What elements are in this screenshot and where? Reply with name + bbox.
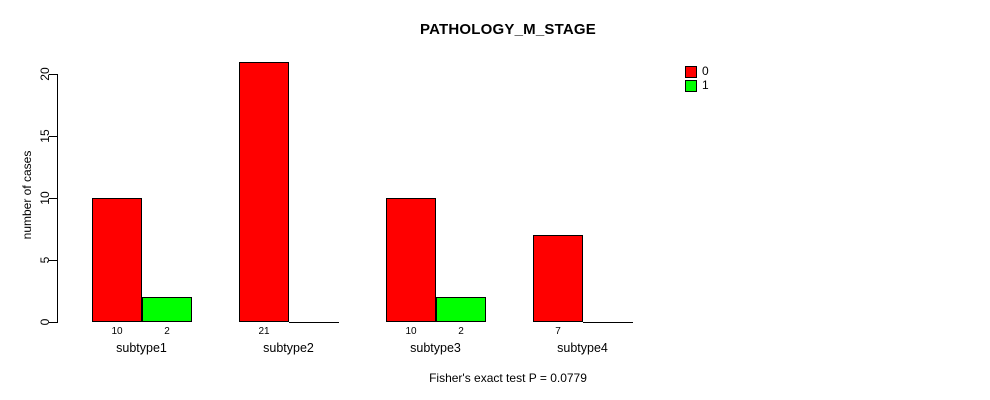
bar-0-subtype1 <box>92 198 142 322</box>
bar-value-label: 2 <box>164 326 170 337</box>
y-tick-label: 0 <box>38 318 52 326</box>
bar-0-subtype4 <box>533 235 583 322</box>
bar-1-subtype1 <box>142 297 192 322</box>
bar-value-label: 10 <box>405 326 417 337</box>
x-category-label-subtype2: subtype2 <box>263 341 314 355</box>
legend-swatch-1 <box>685 80 697 92</box>
zero-bar-1-subtype4 <box>583 322 633 323</box>
y-tick-label: 10 <box>38 191 52 205</box>
bar-value-label: 7 <box>555 326 561 337</box>
bar-1-subtype3 <box>436 297 486 322</box>
bar-0-subtype3 <box>386 198 436 322</box>
y-tick-mark <box>49 322 57 323</box>
legend-label-1: 1 <box>702 78 709 92</box>
annotation-fisher-test: Fisher's exact test P = 0.0779 <box>429 371 587 385</box>
y-tick-mark <box>49 260 57 261</box>
y-tick-label: 15 <box>38 129 52 143</box>
y-tick-mark <box>49 136 57 137</box>
x-category-label-subtype3: subtype3 <box>410 341 461 355</box>
bar-value-label: 10 <box>111 326 123 337</box>
x-category-label-subtype4: subtype4 <box>557 341 608 355</box>
legend-label-0: 0 <box>702 64 709 78</box>
y-tick-mark <box>49 74 57 75</box>
legend-swatch-0 <box>685 66 697 78</box>
y-tick-label: 20 <box>38 67 52 81</box>
y-tick-mark <box>49 198 57 199</box>
chart-title: PATHOLOGY_M_STAGE <box>420 21 596 38</box>
zero-bar-1-subtype2 <box>289 322 339 323</box>
bar-value-label: 21 <box>258 326 270 337</box>
x-category-label-subtype1: subtype1 <box>116 341 167 355</box>
y-tick-label: 5 <box>38 256 52 264</box>
y-axis-line <box>57 74 58 323</box>
bar-value-label: 2 <box>458 326 464 337</box>
bar-0-subtype2 <box>239 62 289 322</box>
